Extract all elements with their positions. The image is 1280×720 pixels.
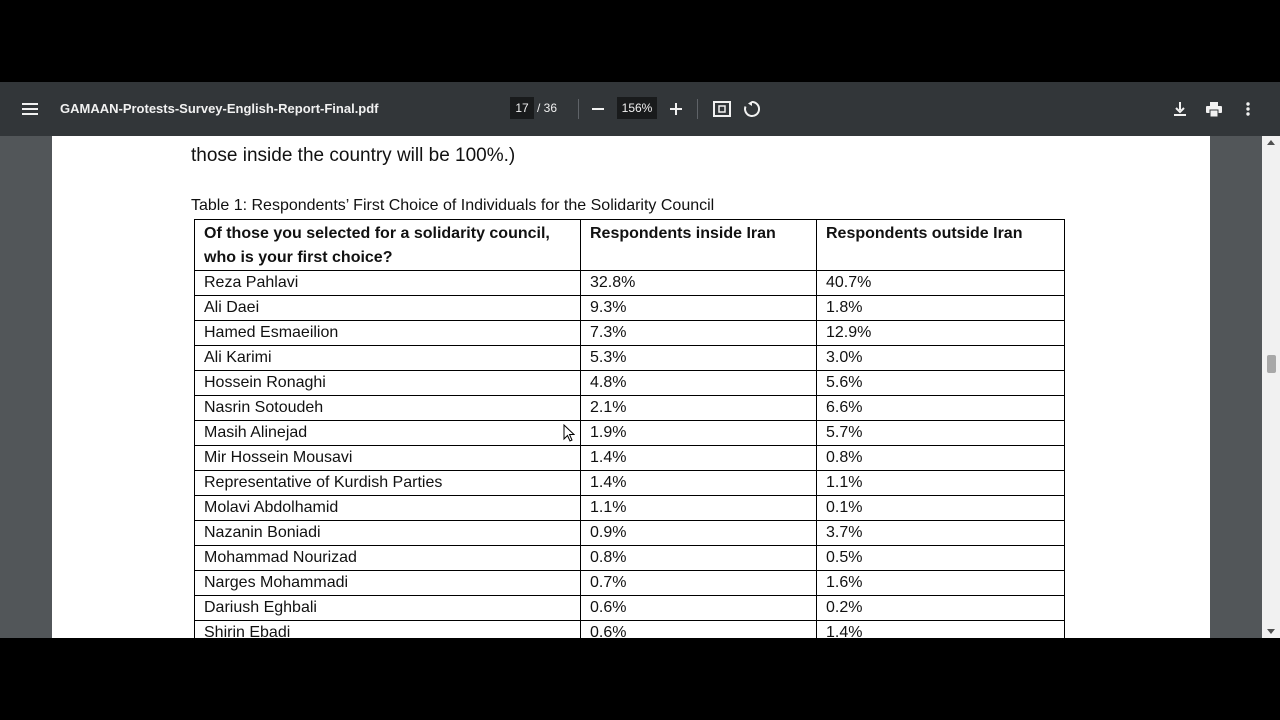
table-cell: 0.2% bbox=[816, 595, 1065, 621]
table-row: Molavi Abdolhamid 1.1% 0.1% bbox=[194, 495, 1065, 521]
scroll-down-icon[interactable] bbox=[1267, 629, 1275, 634]
table-cell: Hamed Esmaeilion bbox=[194, 320, 581, 346]
rotate-icon[interactable] bbox=[740, 82, 764, 136]
pdf-toolbar: GAMAAN-Protests-Survey-English-Report-Fi… bbox=[0, 82, 1280, 136]
results-table: Of those you selected for a solidarity c… bbox=[194, 219, 1065, 638]
table-cell: 0.8% bbox=[580, 545, 817, 571]
table-cell: Ali Daei bbox=[194, 295, 581, 321]
table-cell: 0.6% bbox=[580, 620, 817, 638]
table-cell: 6.6% bbox=[816, 395, 1065, 421]
print-icon[interactable] bbox=[1202, 82, 1226, 136]
table-row: Nazanin Boniadi 0.9% 3.7% bbox=[194, 520, 1065, 546]
table-cell: Shirin Ebadi bbox=[194, 620, 581, 638]
table-cell: Representative of Kurdish Parties bbox=[194, 470, 581, 496]
table-cell: 0.7% bbox=[580, 570, 817, 596]
table-row: Masih Alinejad 1.9% 5.7% bbox=[194, 420, 1065, 446]
table-cell: Reza Pahlavi bbox=[194, 270, 581, 296]
zoom-level-input[interactable]: 156% bbox=[617, 97, 657, 119]
table-cell: 1.6% bbox=[816, 570, 1065, 596]
zoom-out-icon[interactable] bbox=[586, 82, 610, 136]
table-cell: Molavi Abdolhamid bbox=[194, 495, 581, 521]
table-cell: Mir Hossein Mousavi bbox=[194, 445, 581, 471]
table-row: Mir Hossein Mousavi 1.4% 0.8% bbox=[194, 445, 1065, 471]
table-cell: 0.1% bbox=[816, 495, 1065, 521]
table-row: Reza Pahlavi 32.8% 40.7% bbox=[194, 270, 1065, 296]
table-cell: 7.3% bbox=[580, 320, 817, 346]
table-row: Ali Karimi 5.3% 3.0% bbox=[194, 345, 1065, 371]
table-cell: 1.4% bbox=[580, 445, 817, 471]
toolbar-divider bbox=[697, 99, 698, 119]
table-cell: 0.5% bbox=[816, 545, 1065, 571]
download-icon[interactable] bbox=[1168, 82, 1192, 136]
pdf-viewer[interactable]: those inside the country will be 100%.) … bbox=[0, 136, 1280, 638]
table-cell: Narges Mohammadi bbox=[194, 570, 581, 596]
hamburger-menu-icon[interactable] bbox=[14, 82, 46, 136]
table-cell: Dariush Eghbali bbox=[194, 595, 581, 621]
more-vert-icon[interactable] bbox=[1238, 82, 1258, 136]
table-cell: 1.4% bbox=[816, 620, 1065, 638]
table-row: Narges Mohammadi 0.7% 1.6% bbox=[194, 570, 1065, 596]
table-cell: Masih Alinejad bbox=[194, 420, 581, 446]
table-cell: 0.6% bbox=[580, 595, 817, 621]
table-cell: 3.0% bbox=[816, 345, 1065, 371]
vertical-scrollbar[interactable] bbox=[1262, 136, 1280, 638]
table-row: Ali Daei 9.3% 1.8% bbox=[194, 295, 1065, 321]
table-cell: 5.3% bbox=[580, 345, 817, 371]
table-cell: Nasrin Sotoudeh bbox=[194, 395, 581, 421]
mouse-cursor-icon bbox=[563, 423, 576, 447]
table-cell: Hossein Ronaghi bbox=[194, 370, 581, 396]
pdf-page: those inside the country will be 100%.) … bbox=[52, 136, 1210, 638]
document-title: GAMAAN-Protests-Survey-English-Report-Fi… bbox=[60, 101, 379, 116]
table-row: Shirin Ebadi 0.6% 1.4% bbox=[194, 620, 1065, 638]
table-cell: 40.7% bbox=[816, 270, 1065, 296]
table-cell: 1.1% bbox=[580, 495, 817, 521]
table-row: Hossein Ronaghi 4.8% 5.6% bbox=[194, 370, 1065, 396]
toolbar-divider bbox=[578, 99, 579, 119]
page-number-input[interactable]: 17 bbox=[510, 97, 534, 119]
table-row: Representative of Kurdish Parties 1.4% 1.1… bbox=[194, 470, 1065, 496]
table-row: Hamed Esmaeilion 7.3% 12.9% bbox=[194, 320, 1065, 346]
table-cell: 0.8% bbox=[816, 445, 1065, 471]
table-cell: 1.4% bbox=[580, 470, 817, 496]
zoom-in-icon[interactable] bbox=[664, 82, 688, 136]
table-cell: 12.9% bbox=[816, 320, 1065, 346]
scroll-up-icon[interactable] bbox=[1267, 140, 1275, 145]
table-cell: 0.9% bbox=[580, 520, 817, 546]
table-caption: Table 1: Respondents’ First Choice of In… bbox=[191, 197, 715, 214]
table-cell: 5.6% bbox=[816, 370, 1065, 396]
column-header: Of those you selected for a solidarity c… bbox=[194, 219, 581, 271]
table-cell: 4.8% bbox=[580, 370, 817, 396]
table-cell: 5.7% bbox=[816, 420, 1065, 446]
table-header-row: Of those you selected for a solidarity c… bbox=[194, 219, 1065, 271]
table-cell: 9.3% bbox=[580, 295, 817, 321]
table-cell: 1.1% bbox=[816, 470, 1065, 496]
table-row: Mohammad Nourizad 0.8% 0.5% bbox=[194, 545, 1065, 571]
table-cell: 32.8% bbox=[580, 270, 817, 296]
table-cell: 3.7% bbox=[816, 520, 1065, 546]
table-cell: Ali Karimi bbox=[194, 345, 581, 371]
table-cell: 1.8% bbox=[816, 295, 1065, 321]
page-total: / 36 bbox=[537, 101, 558, 115]
table-cell: Nazanin Boniadi bbox=[194, 520, 581, 546]
table-row: Nasrin Sotoudeh 2.1% 6.6% bbox=[194, 395, 1065, 421]
column-header: Respondents inside Iran bbox=[580, 219, 817, 271]
table-cell: 2.1% bbox=[580, 395, 817, 421]
table-row: Dariush Eghbali 0.6% 0.2% bbox=[194, 595, 1065, 621]
fit-page-icon[interactable] bbox=[710, 82, 734, 136]
intro-text: those inside the country will be 100%.) bbox=[191, 145, 516, 166]
table-cell: Mohammad Nourizad bbox=[194, 545, 581, 571]
scrollbar-thumb[interactable] bbox=[1267, 355, 1276, 373]
table-cell: 1.9% bbox=[580, 420, 817, 446]
column-header: Respondents outside Iran bbox=[816, 219, 1065, 271]
